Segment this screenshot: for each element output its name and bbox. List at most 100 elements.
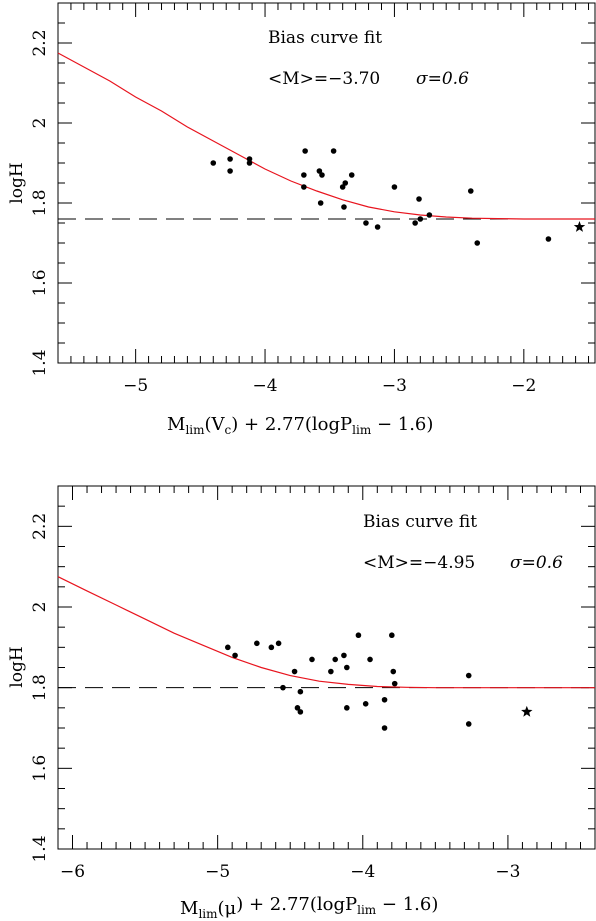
- data-point: [210, 160, 217, 166]
- data-point: [328, 668, 334, 675]
- x-label-m-sub: lim: [198, 907, 218, 921]
- data-point: [367, 656, 373, 663]
- data-point: [225, 644, 231, 651]
- data-point: [344, 705, 350, 711]
- data-point: [381, 696, 388, 703]
- x-label-m: M: [180, 898, 198, 919]
- data-point: [362, 701, 369, 707]
- x-label-rest-sub: lim: [352, 423, 372, 437]
- chart-panel-bottom: −6 −5 −4 −3 1.4 1.6 1.8 2 2.2 Bias curve fit <M>…: [7, 485, 596, 921]
- data-point: [301, 184, 307, 190]
- star-marker: [521, 705, 533, 717]
- chart-title: Bias curve fit: [363, 512, 477, 532]
- sigma-annotation: σ=0.6: [416, 69, 469, 89]
- chart-title: Bias curve fit: [268, 28, 382, 48]
- bias-fit-curve: [57, 52, 595, 220]
- y-axis-label: logH: [7, 646, 27, 687]
- data-point: [227, 168, 233, 174]
- axis-ticks: −5 −4 −3 −2 1.4 1.6 1.8 2 2.2: [30, 2, 595, 396]
- x-axis-label: Mlim(Vc) + 2.77(logPlim − 1.6): [167, 414, 433, 437]
- data-point: [268, 644, 275, 651]
- data-point: [291, 668, 298, 675]
- data-point: [341, 204, 347, 210]
- data-point: [465, 721, 472, 727]
- data-point: [246, 160, 253, 166]
- y-tick-label: 1.4: [30, 835, 50, 862]
- data-point: [465, 672, 472, 679]
- y-axis-label: logH: [7, 162, 27, 203]
- x-tick-label: −3: [495, 862, 520, 882]
- x-label-arg-sub: c: [225, 423, 232, 437]
- x-tick-label: −6: [60, 862, 85, 882]
- data-point: [339, 184, 346, 190]
- data-point: [294, 705, 301, 711]
- x-label-arg-close: ): [236, 894, 243, 915]
- data-point: [227, 156, 233, 162]
- data-point: [297, 688, 304, 695]
- y-tick-label: 2.2: [30, 29, 50, 56]
- data-point: [309, 656, 315, 663]
- x-label-arg-open: (μ: [218, 898, 237, 919]
- data-point: [254, 640, 260, 647]
- data-point: [317, 200, 324, 206]
- bias-fit-curve: [57, 576, 595, 689]
- y-tick-label: 1.6: [30, 269, 50, 296]
- data-point: [330, 148, 337, 154]
- data-point: [232, 652, 238, 659]
- data-point: [342, 180, 349, 186]
- data-point: [355, 632, 362, 639]
- star-marker: [573, 221, 586, 232]
- mean-annotation: <M>=−4.95: [363, 553, 475, 573]
- data-point: [467, 188, 474, 194]
- data-point: [391, 184, 398, 190]
- x-tick-label: −5: [205, 862, 230, 882]
- y-tick-label: 1.8: [30, 674, 50, 701]
- data-points: [225, 632, 472, 731]
- y-tick-label: 2: [30, 602, 50, 613]
- x-label-rest: + 2.77(logP: [238, 414, 352, 435]
- mean-annotation: <M>=−3.70: [268, 69, 380, 89]
- x-axis-label: Mlim(μ) + 2.77(logPlim − 1.6): [180, 894, 438, 921]
- y-tick-label: 1.6: [30, 755, 50, 782]
- data-point: [297, 709, 304, 715]
- data-point: [416, 196, 422, 202]
- axis-ticks: −6 −5 −4 −3 1.4 1.6 1.8 2 2.2: [30, 485, 596, 882]
- x-label-m-sub: lim: [185, 423, 205, 437]
- sigma-annotation: σ=0.6: [510, 553, 563, 573]
- y-tick-label: 2: [30, 118, 50, 129]
- data-point: [332, 656, 339, 663]
- plot-frame: [57, 2, 596, 364]
- data-point: [301, 172, 307, 178]
- data-point: [316, 168, 323, 174]
- data-point: [275, 640, 282, 647]
- plot-frame: [57, 485, 596, 850]
- x-tick-label: −2: [511, 376, 536, 396]
- data-point: [545, 236, 552, 242]
- data-point: [363, 220, 369, 226]
- data-point: [426, 212, 433, 218]
- x-label-tail: − 1.6): [376, 894, 438, 915]
- y-tick-label: 2.2: [30, 513, 50, 540]
- x-tick-label: −4: [350, 862, 375, 882]
- x-tick-label: −3: [382, 376, 407, 396]
- x-label-rest-sub: lim: [357, 903, 377, 917]
- data-point: [344, 664, 350, 671]
- x-tick-label: −4: [253, 376, 278, 396]
- y-tick-label: 1.4: [30, 349, 50, 376]
- data-points: [210, 148, 552, 246]
- data-point: [374, 224, 381, 230]
- data-point: [341, 652, 347, 659]
- data-point: [412, 220, 418, 226]
- x-label-arg-open: (V: [205, 414, 226, 435]
- chart-panel-top: −5 −4 −3 −2 1.4 1.6 1.8 2 2.2 Bias curve fit <M>…: [7, 2, 596, 437]
- x-label-m: M: [167, 414, 185, 435]
- data-point: [390, 668, 397, 675]
- data-point: [246, 156, 253, 162]
- data-point: [319, 172, 325, 178]
- data-point: [348, 172, 355, 178]
- y-tick-label: 1.8: [30, 189, 50, 216]
- star-point: [521, 705, 533, 717]
- data-point: [381, 725, 388, 731]
- data-point: [389, 632, 395, 639]
